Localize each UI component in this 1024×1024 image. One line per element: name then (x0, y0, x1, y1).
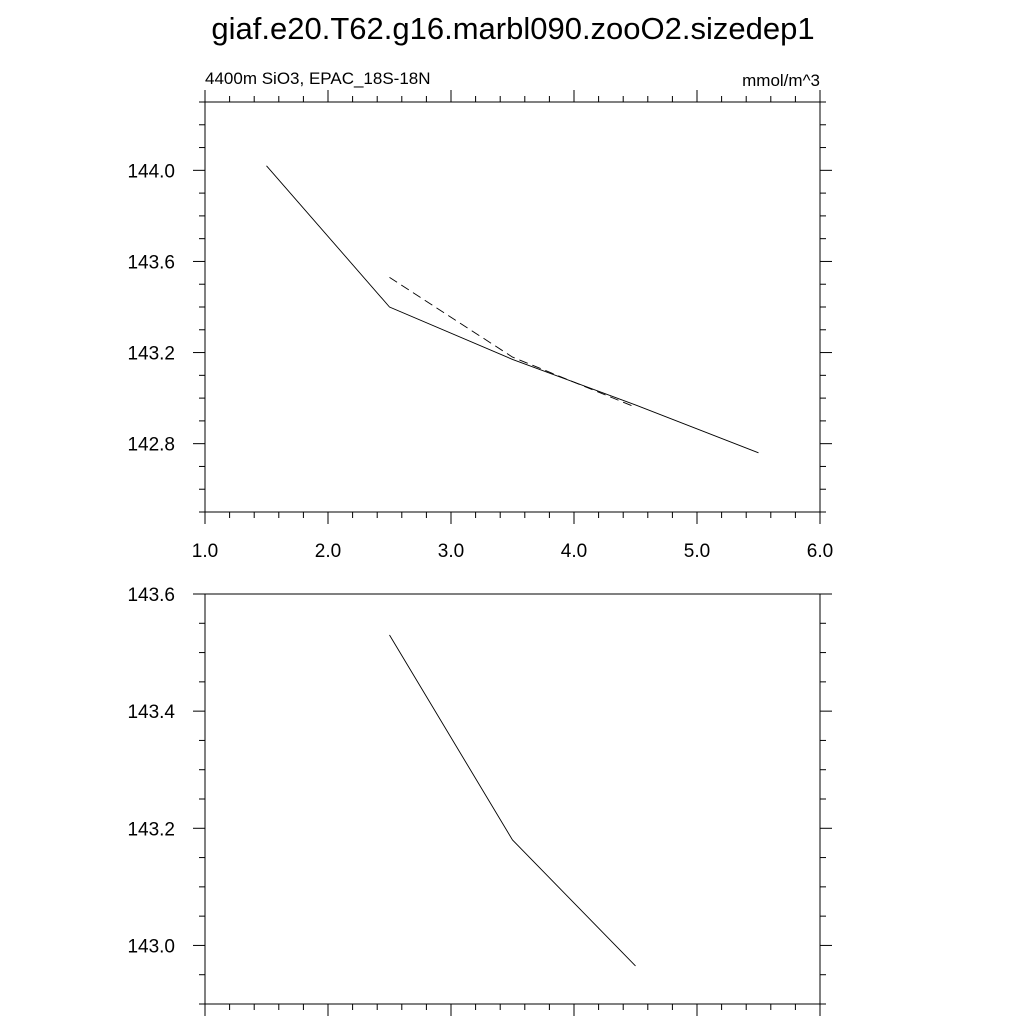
bottom-y-tick-label: 143.2 (127, 819, 175, 840)
bottom-panel-ticks (193, 593, 832, 1016)
top-y-tick-label: 143.2 (127, 344, 175, 365)
top-x-tick-label: 4.0 (561, 541, 587, 562)
bottom-y-tick-label: 143.0 (127, 936, 175, 957)
top-x-tick-label: 5.0 (684, 541, 710, 562)
top-y-tick-label: 144.0 (127, 161, 175, 182)
top-y-tick-label: 143.6 (127, 252, 175, 273)
bottom-y-tick-label: 143.6 (127, 585, 175, 606)
bottom-series-line-solid (389, 634, 636, 967)
top-y-tick-label: 142.8 (127, 435, 175, 456)
top-x-tick-label: 1.0 (192, 541, 218, 562)
top-panel-tick-labels: 142.8 143.2 143.6 144.0 1.0 2.0 3.0 4.0 5.0 6.0 (127, 161, 833, 562)
bottom-plot-frame (204, 593, 821, 1005)
top-x-tick-label: 2.0 (315, 541, 341, 562)
top-x-tick-label: 3.0 (438, 541, 464, 562)
chart-title: giaf.e20.T62.g16.marbl090.zooO2.sizedep1 (211, 11, 814, 46)
top-panel-units-label: mmol/m^3 (742, 71, 820, 90)
bottom-panel-series (389, 634, 636, 967)
top-series-line-solid (266, 165, 759, 454)
top-panel: 4400m SiO3, EPAC_18S-18N mmol/m^3 142.81… (127, 69, 833, 562)
top-plot-frame (204, 101, 821, 513)
top-panel-series (266, 165, 759, 454)
top-x-tick-label: 6.0 (807, 541, 833, 562)
bottom-y-tick-label: 143.4 (127, 702, 175, 723)
top-panel-ticks (193, 90, 832, 524)
top-series-line-dashed (389, 277, 636, 408)
bottom-panel-tick-labels: 143.0 143.2 143.4 143.6 (127, 585, 175, 957)
top-panel-left-label: 4400m SiO3, EPAC_18S-18N (205, 69, 431, 88)
bottom-panel: 143.0 143.2 143.4 143.6 (127, 585, 832, 1016)
